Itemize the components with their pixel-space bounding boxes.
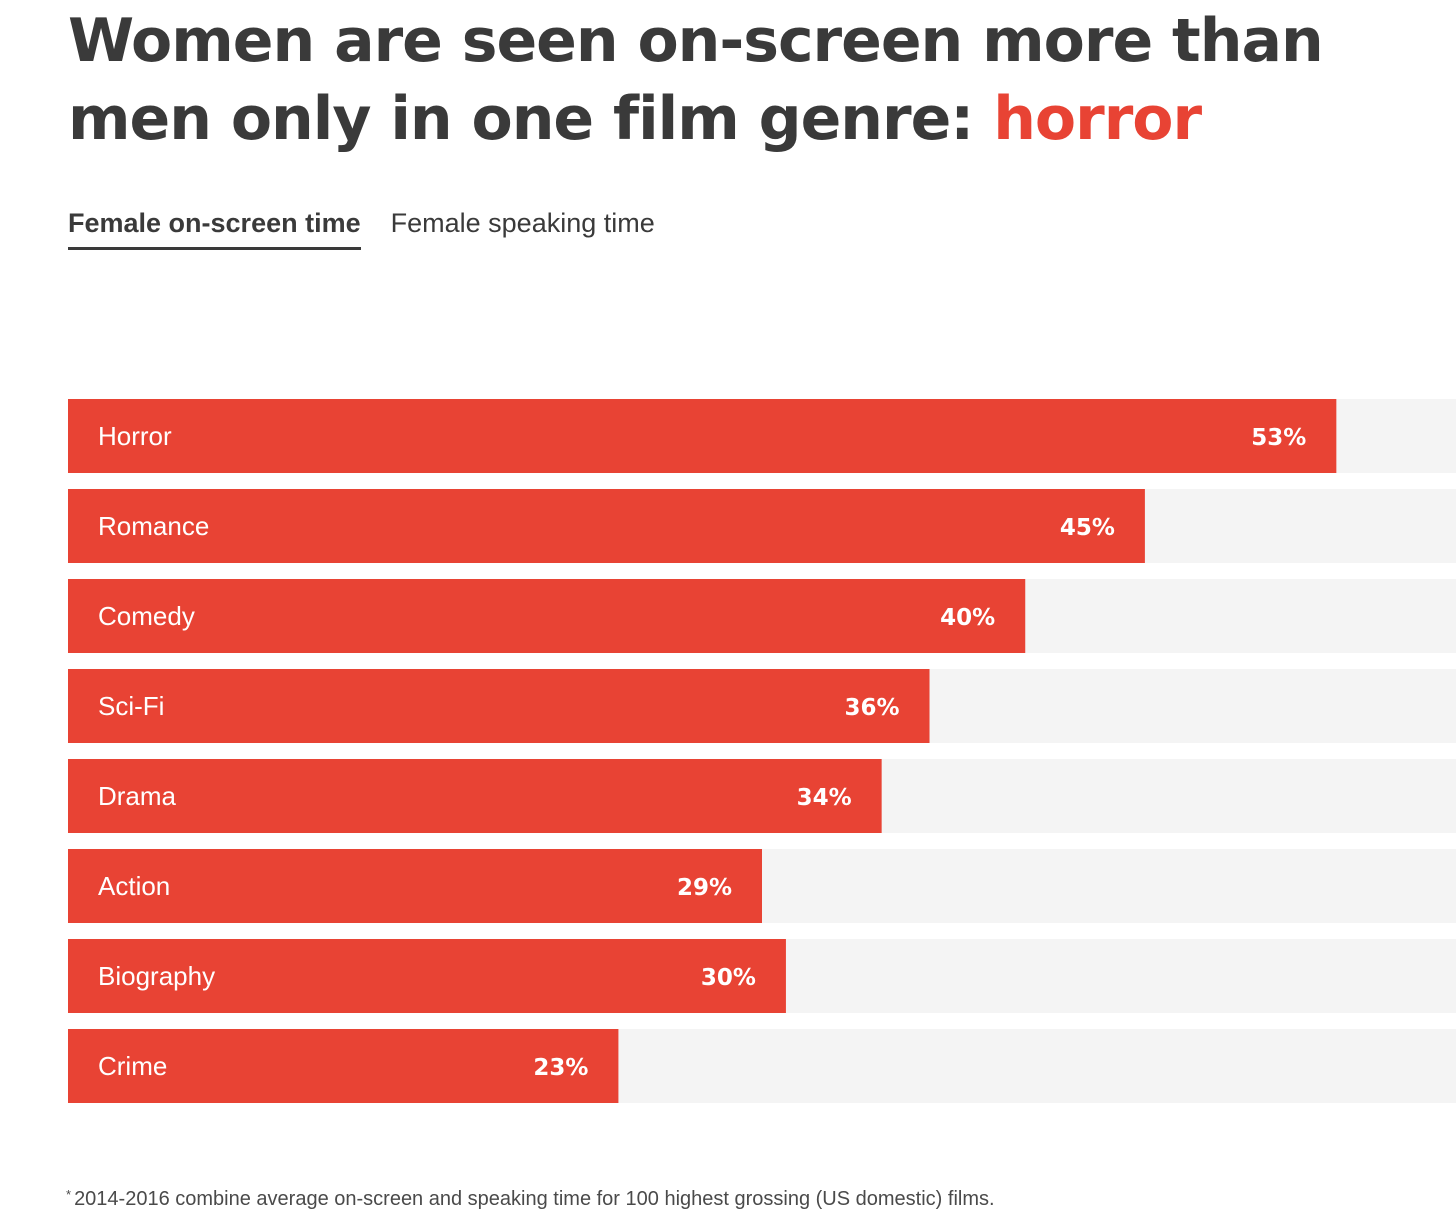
footnote-text: 2014-2016 combine average on-screen and … xyxy=(74,1188,995,1210)
bar-action xyxy=(68,849,762,923)
footnote: * 2014-2016 combine average on-screen and… xyxy=(66,1184,995,1214)
bar-crime xyxy=(68,1029,619,1103)
category-label-action: Action xyxy=(98,871,170,901)
value-label-crime: 23% xyxy=(533,1055,588,1081)
value-label-romance: 45% xyxy=(1060,515,1115,541)
category-label-comedy: Comedy xyxy=(98,601,195,631)
title-text: Women are seen on-screen more than men o… xyxy=(68,6,1324,154)
chart-title: Women are seen on-screen more than men o… xyxy=(68,2,1438,158)
value-label-horror: 53% xyxy=(1251,425,1306,451)
title-highlight: horror xyxy=(993,84,1202,154)
category-label-sci-fi: Sci-Fi xyxy=(98,691,164,721)
category-label-romance: Romance xyxy=(98,511,209,541)
tab-female-speaking-time[interactable]: Female speaking time xyxy=(390,208,655,238)
bar-romance xyxy=(68,489,1145,563)
bar-horror xyxy=(68,399,1337,473)
tab-female-on-screen-time[interactable]: Female on-screen time xyxy=(68,204,361,250)
bar-drama xyxy=(68,759,882,833)
category-label-horror: Horror xyxy=(98,421,172,451)
value-label-drama: 34% xyxy=(797,785,852,811)
metric-tabs: Female on-screen time Female speaking ti… xyxy=(68,204,655,250)
value-label-sci-fi: 36% xyxy=(844,695,899,721)
category-label-crime: Crime xyxy=(98,1051,167,1081)
bar-biography xyxy=(68,939,786,1013)
bar-comedy xyxy=(68,579,1026,653)
category-label-drama: Drama xyxy=(98,781,177,811)
value-label-comedy: 40% xyxy=(940,605,995,631)
value-label-biography: 30% xyxy=(701,965,756,991)
value-label-action: 29% xyxy=(677,875,732,901)
footnote-marker: * xyxy=(66,1187,72,1202)
bar-sci-fi xyxy=(68,669,930,743)
category-label-biography: Biography xyxy=(98,961,215,991)
